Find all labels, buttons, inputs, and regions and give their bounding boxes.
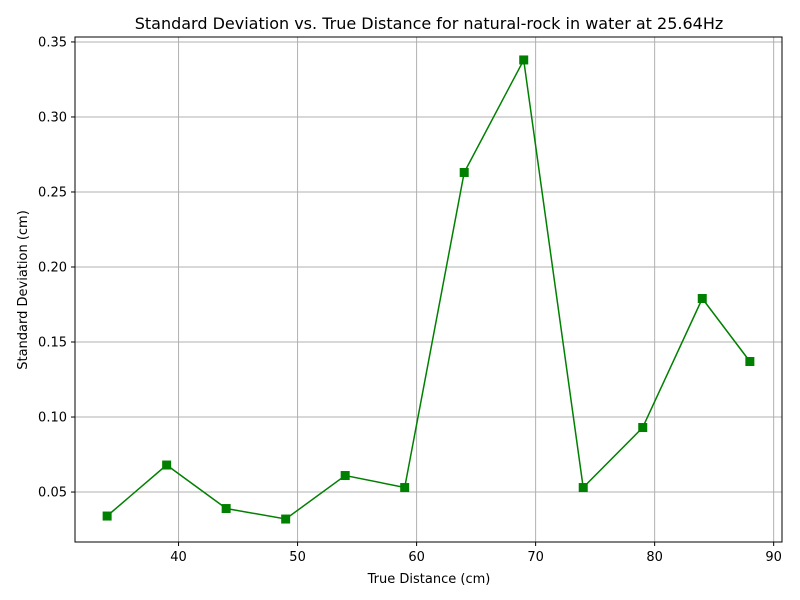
series-line: [106, 57, 751, 520]
x-tick-label: 80: [646, 550, 663, 565]
axis-ticks: 40 50 60 70 80 90 0.05 0.10 0.15 0.20 0.25 0.30 0.35: [38, 35, 782, 565]
x-axis-label: True Distance (cm): [367, 572, 491, 587]
data-point-marker: [221, 504, 231, 514]
data-point-marker: [162, 460, 172, 470]
data-point-marker: [697, 294, 707, 304]
data-point-marker: [281, 514, 291, 524]
grid: [75, 37, 782, 542]
y-tick-label: 0.30: [38, 110, 67, 125]
data-point-marker: [519, 55, 529, 65]
y-tick-label: 0.15: [38, 336, 67, 351]
x-tick-label: 70: [527, 550, 544, 565]
y-axis-label: Standard Deviation (cm): [16, 210, 31, 370]
data-point-marker: [102, 511, 112, 521]
plot-frame: [74, 36, 783, 543]
y-tick-label: 0.20: [38, 260, 67, 275]
chart-title: Standard Deviation vs. True Distance for…: [135, 14, 724, 33]
y-tick-label: 0.05: [38, 486, 67, 501]
y-tick-label: 0.25: [38, 185, 67, 200]
y-tick-label: 0.35: [38, 35, 67, 50]
data-point-marker: [340, 471, 350, 481]
series-standard-deviation: [102, 55, 755, 524]
x-tick-label: 90: [765, 550, 782, 565]
y-tick-label: 0.10: [38, 411, 67, 426]
x-tick-label: 50: [289, 550, 306, 565]
data-point-marker: [459, 167, 469, 177]
x-tick-label: 60: [408, 550, 425, 565]
data-point-marker: [578, 483, 588, 493]
x-tick-label: 40: [170, 550, 187, 565]
data-point-marker: [400, 483, 410, 493]
data-point-marker: [745, 357, 755, 367]
data-point-marker: [638, 423, 648, 433]
